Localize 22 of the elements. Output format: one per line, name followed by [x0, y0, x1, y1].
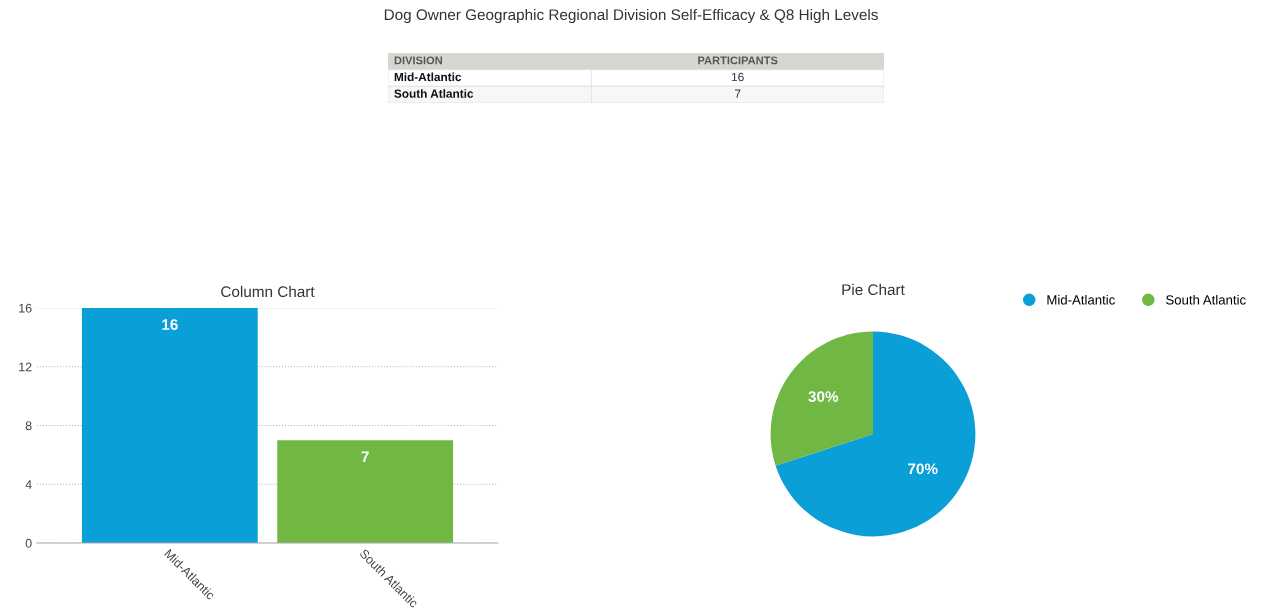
data-label: 30% [808, 391, 839, 403]
pie-slice [770, 331, 873, 466]
legend-label: Mid-Atlantic [1047, 294, 1115, 305]
y-tick-label: 4 [25, 480, 32, 489]
pie-slice [775, 331, 976, 537]
data-label: 7 [361, 451, 369, 463]
chart-title: Pie Chart [842, 283, 905, 296]
data-label: 16 [732, 72, 744, 82]
category-label: Mid-Atlantic [394, 72, 462, 82]
category-label: South Atlantic [394, 89, 474, 98]
legend-label: South Atlantic [1166, 294, 1246, 305]
text: Dog Owner Geographic Regional Division Self-Efficacy & Q8 High Levels [384, 8, 878, 24]
data-label: 16 [162, 319, 178, 330]
text: DIVISION [394, 56, 442, 65]
y-tick-label: 0 [25, 538, 32, 548]
data-label: 7 [735, 89, 741, 98]
y-tick-label: 8 [25, 421, 32, 431]
chart-title: Column Chart [221, 285, 315, 298]
y-tick-label: 16 [19, 303, 32, 313]
y-tick-label: 12 [19, 362, 32, 372]
data-label: 70% [908, 463, 938, 475]
text: PARTICIPANTS [698, 56, 778, 65]
